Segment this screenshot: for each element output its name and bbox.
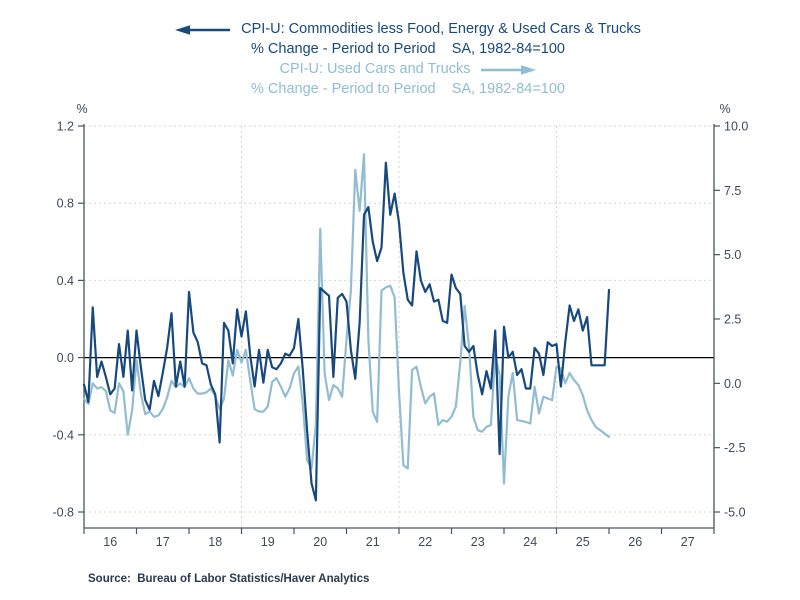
series1-title: CPI-U: Commodities less Food, Energy & U… [241, 21, 641, 37]
series-used-cars-line [82, 153, 611, 485]
right-axis-tick-label: -2.5 [724, 441, 746, 455]
x-axis-year-label: 19 [261, 535, 275, 549]
series1-subtitle: % Change - Period to Period SA, 1982-84=… [251, 41, 565, 57]
x-axis-year-label: 23 [471, 535, 485, 549]
left-axis-tick-label: 0.4 [57, 274, 74, 288]
series2-title: CPI-U: Used Cars and Trucks [279, 61, 471, 77]
left-arrow-icon [175, 24, 231, 35]
left-axis-unit-label: % [76, 102, 87, 116]
right-axis-tick-label: 5.0 [724, 248, 741, 262]
right-axis-tick-label: 10.0 [724, 120, 748, 134]
left-axis-tick-label: -0.8 [52, 506, 74, 520]
x-axis-year-label: 20 [313, 535, 327, 549]
x-axis-year-label: 16 [103, 535, 117, 549]
right-axis-tick-label: -5.0 [724, 506, 746, 520]
series2-title-line: CPI-U: Used Cars and Trucks [280, 60, 537, 79]
series-commodities-line [82, 161, 611, 502]
x-axis-year-label: 22 [418, 535, 432, 549]
right-axis-unit-label: % [719, 102, 730, 116]
left-axis-tick-label: 1.2 [57, 120, 74, 134]
right-axis-tick-label: 0.0 [724, 377, 741, 391]
chart-title-block: CPI-U: Commodities less Food, Energy & U… [8, 20, 800, 99]
x-axis-year-label: 26 [628, 535, 642, 549]
x-axis-year-label: 25 [576, 535, 590, 549]
right-axis-tick-label: 2.5 [724, 313, 741, 327]
source-note: Source: Bureau of Labor Statistics/Haver… [88, 573, 370, 585]
x-axis-year-label: 24 [523, 535, 537, 549]
left-axis-tick-label: 0.0 [57, 351, 74, 365]
series1-title-line: CPI-U: Commodities less Food, Energy & U… [175, 20, 641, 39]
right-axis-tick-label: 7.5 [724, 184, 741, 198]
x-axis-year-label: 18 [208, 535, 222, 549]
x-axis-year-label: 17 [156, 535, 170, 549]
right-arrow-icon [481, 64, 537, 75]
series2-subtitle: % Change - Period to Period SA, 1982-84=… [251, 81, 565, 97]
left-axis-tick-label: 0.8 [57, 197, 74, 211]
x-axis-year-label: 27 [681, 535, 695, 549]
x-axis-year-label: 21 [366, 535, 380, 549]
left-axis-tick-label: -0.4 [52, 428, 74, 442]
